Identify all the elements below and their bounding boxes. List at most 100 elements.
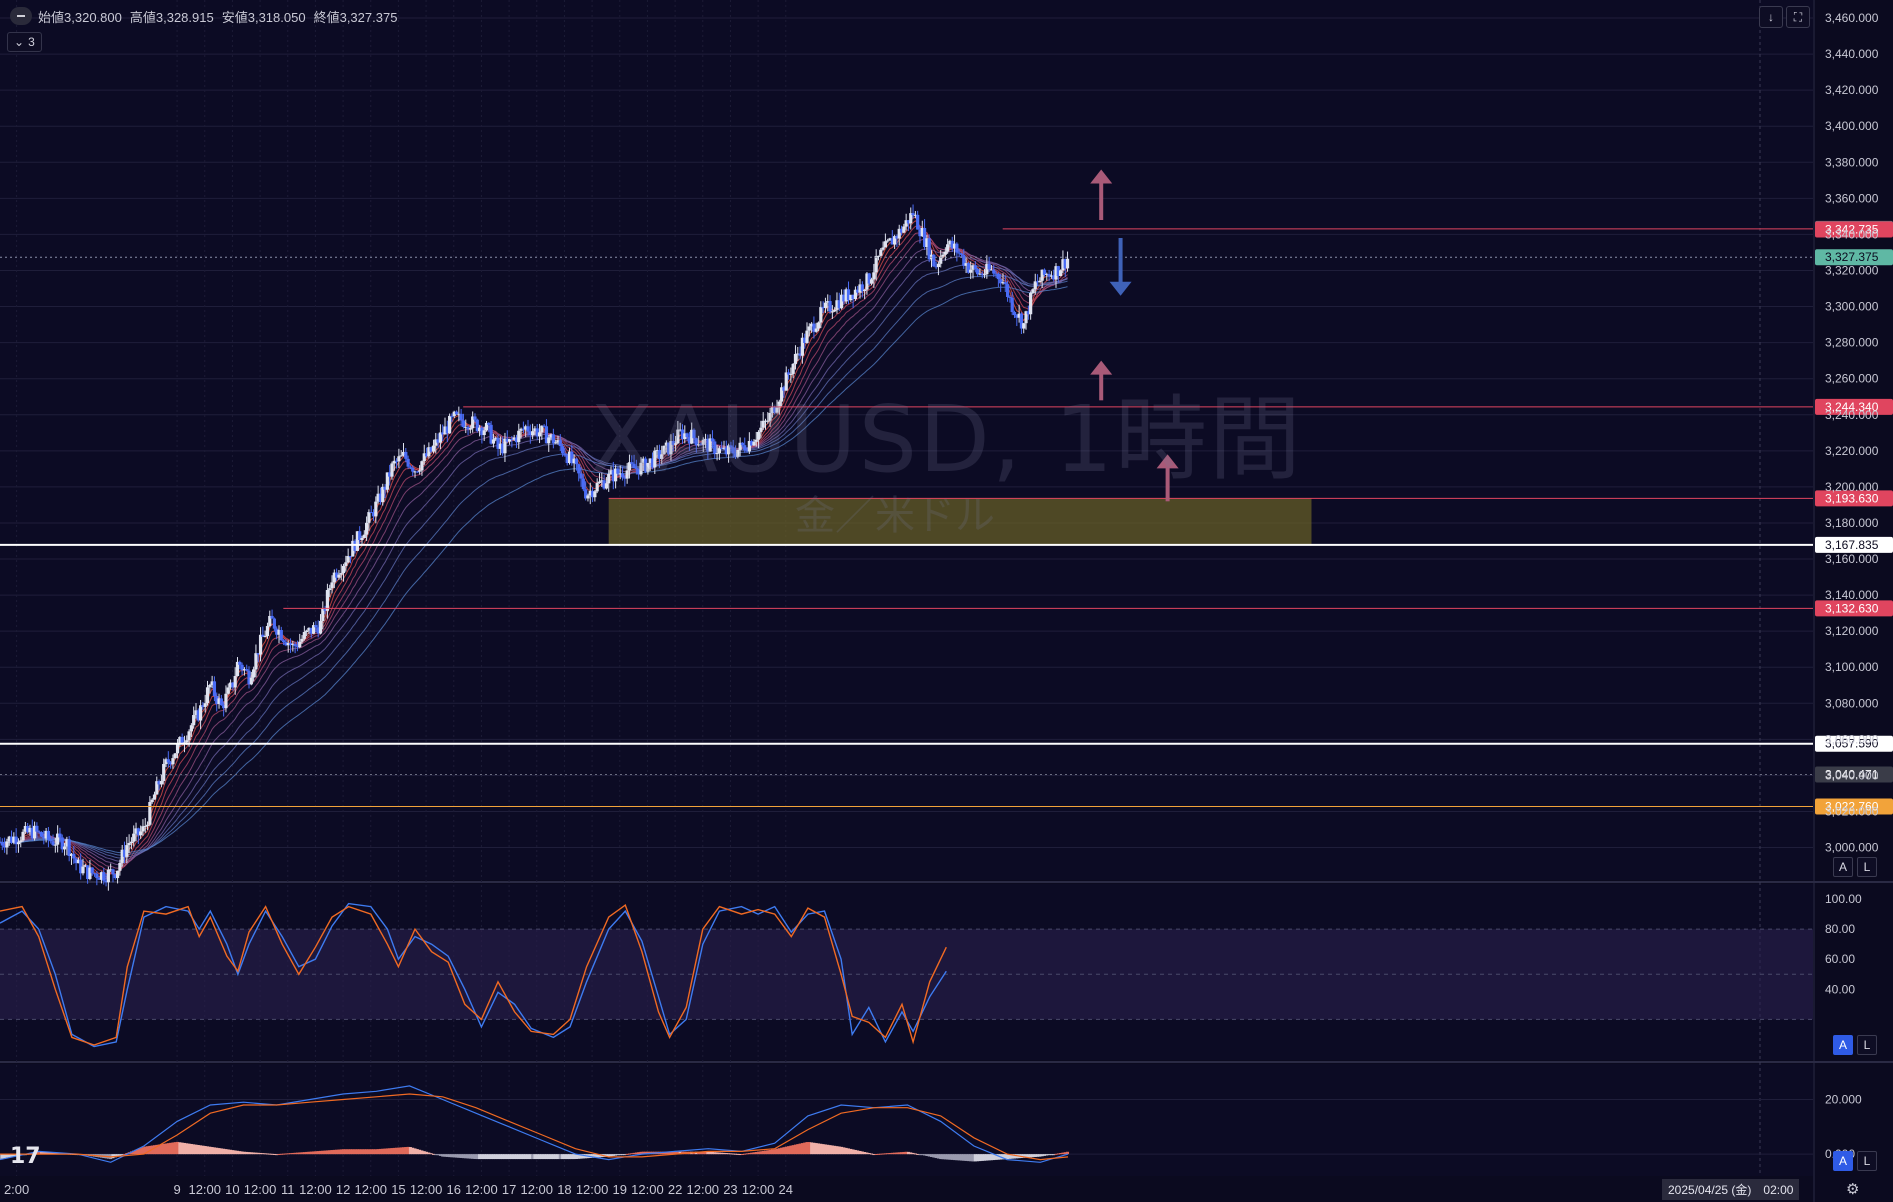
macd-histogram-bar bbox=[874, 1154, 878, 1156]
time-tick-label: 11 bbox=[281, 1182, 295, 1197]
candle-body bbox=[821, 307, 825, 309]
macd-histogram-bar bbox=[406, 1146, 410, 1155]
candle-body bbox=[115, 870, 120, 879]
macd-histogram-bar bbox=[169, 1142, 173, 1155]
arrow-up-icon bbox=[1090, 169, 1113, 184]
macd-auto-scale-button[interactable]: A bbox=[1833, 1151, 1853, 1171]
price-auto-scale-button[interactable]: A bbox=[1833, 857, 1853, 877]
candle-body bbox=[19, 840, 23, 843]
macd-histogram-bar bbox=[1047, 1154, 1051, 1156]
candle-body bbox=[348, 556, 353, 558]
candle-body bbox=[620, 473, 625, 478]
fullscreen-icon[interactable]: ⛶ bbox=[1786, 6, 1810, 28]
candle-body bbox=[888, 238, 892, 241]
macd-histogram-bar bbox=[263, 1153, 267, 1155]
indicators-toggle-button[interactable]: ⌄ 3 bbox=[7, 32, 42, 52]
tradingview-logo[interactable]: 𝟭𝟳 bbox=[10, 1144, 41, 1169]
candle-body bbox=[102, 872, 106, 881]
candle-body bbox=[399, 455, 403, 457]
candle-body bbox=[136, 828, 140, 836]
candle-body bbox=[694, 438, 698, 446]
candle-body bbox=[646, 462, 650, 472]
macd-histogram-bar bbox=[946, 1154, 950, 1160]
candle-body bbox=[510, 439, 514, 441]
macd-histogram-bar bbox=[745, 1153, 749, 1155]
macd-histogram-bar bbox=[625, 1153, 629, 1155]
candle-body bbox=[803, 337, 807, 343]
arrow-down-icon bbox=[1109, 281, 1132, 296]
macd-histogram-bar bbox=[277, 1153, 281, 1155]
candle-body bbox=[671, 441, 675, 445]
candle-body bbox=[872, 272, 876, 280]
candle-body bbox=[155, 781, 159, 795]
macd-histogram-bar bbox=[348, 1149, 352, 1155]
macd-log-scale-button[interactable]: L bbox=[1857, 1151, 1877, 1171]
macd-histogram-bar bbox=[561, 1154, 565, 1160]
macd-histogram-bar bbox=[890, 1152, 894, 1155]
macd-histogram-bar bbox=[521, 1154, 525, 1160]
macd-histogram-bar bbox=[233, 1150, 237, 1155]
candle-body bbox=[906, 220, 911, 224]
time-tick-label: 2:00 bbox=[4, 1182, 29, 1197]
legend-menu-icon[interactable] bbox=[10, 7, 32, 25]
macd-histogram-bar bbox=[247, 1152, 251, 1155]
macd-histogram-bar bbox=[489, 1154, 493, 1160]
download-icon[interactable]: ↓ bbox=[1759, 6, 1783, 28]
ohlc-values: 始値3,320.800 高値3,328.915 安値3,318.050 終値3,… bbox=[38, 7, 397, 26]
macd-histogram-bar bbox=[212, 1147, 216, 1155]
macd-histogram-bar bbox=[171, 1142, 175, 1155]
candle-body bbox=[1059, 270, 1063, 277]
candle-body bbox=[111, 869, 115, 875]
arrow-up-icon bbox=[1156, 454, 1179, 469]
candle-body bbox=[51, 841, 55, 845]
macd-histogram-bar bbox=[662, 1151, 666, 1155]
macd-histogram-bar bbox=[210, 1147, 214, 1155]
settings-gear-icon[interactable]: ⚙ bbox=[1846, 1181, 1860, 1198]
high-label: 高値3,328.915 bbox=[129, 9, 214, 25]
macd-histogram-bar bbox=[544, 1154, 548, 1160]
candle-body bbox=[1065, 258, 1070, 269]
stoch-auto-scale-button[interactable]: A bbox=[1833, 1035, 1853, 1055]
candle-body bbox=[501, 443, 505, 454]
candle-body bbox=[826, 301, 830, 303]
price-log-scale-button[interactable]: L bbox=[1857, 857, 1877, 877]
macd-histogram-bar bbox=[187, 1143, 191, 1155]
macd-histogram-bar bbox=[863, 1151, 867, 1155]
macd-histogram-bar bbox=[570, 1154, 574, 1160]
macd-histogram-bar bbox=[554, 1154, 558, 1160]
candle-body bbox=[752, 441, 756, 446]
macd-histogram-bar bbox=[468, 1154, 472, 1159]
macd-histogram-bar bbox=[1033, 1154, 1037, 1157]
macd-histogram-bar bbox=[224, 1149, 228, 1155]
candle-body bbox=[438, 432, 442, 443]
price-tick-label: 3,420.000 bbox=[1825, 83, 1879, 97]
macd-histogram-bar bbox=[49, 1152, 53, 1155]
candle-body bbox=[76, 859, 80, 864]
candle-body bbox=[404, 451, 408, 459]
macd-histogram-bar bbox=[743, 1153, 747, 1155]
candle-body bbox=[314, 625, 318, 628]
macd-histogram-bar bbox=[618, 1154, 622, 1156]
candle-body bbox=[1022, 323, 1026, 329]
candle-body bbox=[344, 562, 348, 566]
candle-body bbox=[83, 865, 87, 867]
macd-histogram-bar bbox=[429, 1153, 433, 1155]
stoch-log-scale-button[interactable]: L bbox=[1857, 1035, 1877, 1055]
time-tick-label: 12 bbox=[336, 1182, 350, 1197]
price-tick-label: 3,380.000 bbox=[1825, 155, 1879, 169]
stoch-tick-label: 40.00 bbox=[1825, 982, 1855, 996]
candle-body bbox=[540, 425, 544, 433]
macd-histogram-bar bbox=[295, 1152, 299, 1155]
candle-body bbox=[941, 254, 945, 257]
macd-histogram-bar bbox=[293, 1152, 297, 1155]
macd-histogram-bar bbox=[235, 1150, 239, 1155]
candle-body bbox=[731, 447, 735, 454]
macd-histogram-bar bbox=[867, 1153, 871, 1155]
candle-body bbox=[567, 451, 572, 464]
candle-body bbox=[323, 608, 327, 611]
macd-histogram-bar bbox=[770, 1149, 774, 1155]
price-tick-label: 3,260.000 bbox=[1825, 372, 1879, 386]
candle-body bbox=[581, 478, 585, 490]
candle-body bbox=[784, 372, 788, 391]
